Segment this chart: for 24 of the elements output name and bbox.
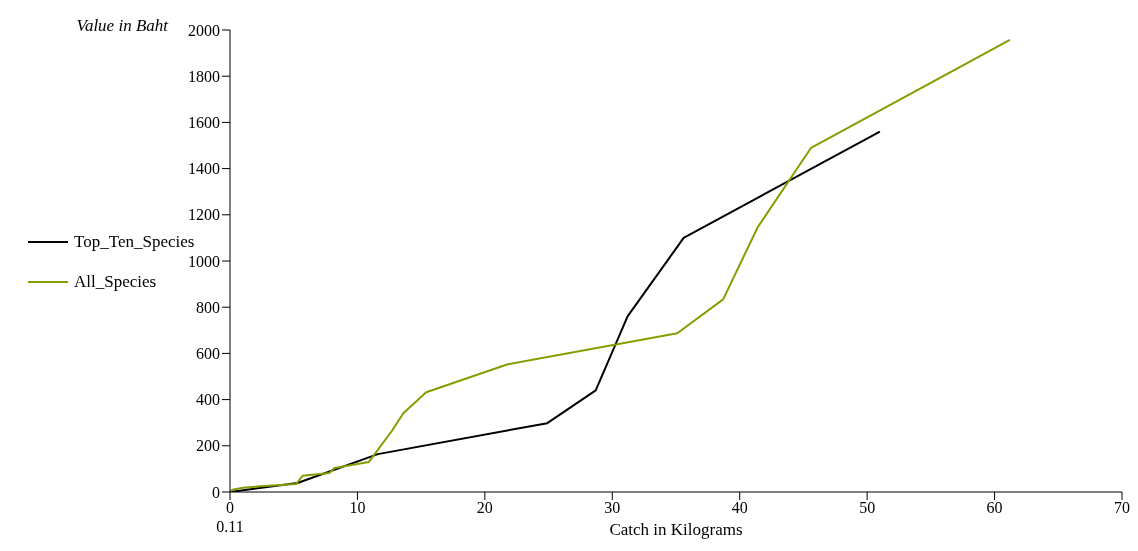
legend-label: Top_Ten_Species (74, 232, 195, 251)
y-tick-label: 800 (196, 298, 220, 316)
x-tick-label: 10 (349, 499, 366, 517)
x-tick-label: 20 (476, 499, 493, 517)
legend-label: All_Species (74, 272, 157, 291)
x-tick-label: 70 (1114, 499, 1130, 517)
y-tick-label: 1800 (188, 67, 220, 85)
y-axis-title: Value in Baht (76, 16, 168, 36)
y-tick-label: 0 (212, 483, 220, 501)
y-tick-label: 200 (196, 437, 220, 455)
y-tick-label: 400 (196, 391, 220, 409)
y-tick-label: 2000 (188, 21, 220, 39)
y-tick-label: 600 (196, 345, 220, 363)
y-tick-label: 1600 (188, 114, 220, 132)
x-tick-label: 30 (604, 499, 621, 517)
x-tick-label: 60 (986, 499, 1003, 517)
x-axis-title: Catch in Kilograms (609, 520, 743, 539)
x-tick-label: 40 (731, 499, 748, 517)
annotation: 0.11 (215, 518, 245, 536)
x-tick-label: 0 (226, 499, 234, 517)
y-tick-label: 1200 (188, 206, 220, 224)
x-tick-label: 50 (859, 499, 876, 517)
y-tick-label: 1000 (188, 252, 220, 270)
y-tick-label: 1400 (188, 160, 220, 178)
